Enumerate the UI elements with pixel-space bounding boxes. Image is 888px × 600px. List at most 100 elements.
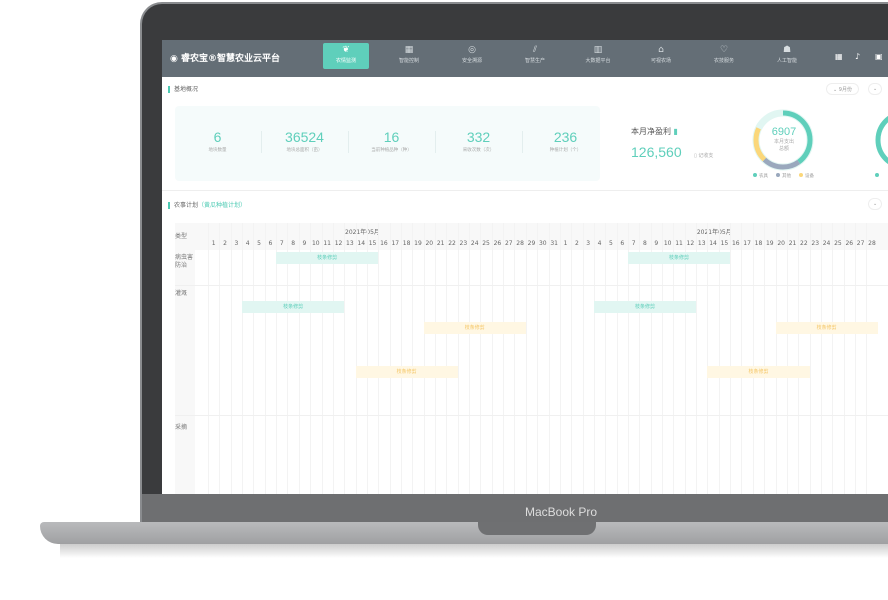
donut-center: 6907 本月支出总额 [758,126,810,152]
production-icon: ⫽ [532,45,537,55]
plan-collapse-button[interactable]: ⌄ [868,198,883,210]
laptop-notch [478,522,596,535]
nav-item[interactable]: ▦ 智能控制 [386,43,432,69]
day-label: 18 [402,240,411,247]
grid-line [696,223,698,494]
day-label: 26 [493,240,502,247]
day-label: 14 [357,240,366,247]
collapse-button[interactable]: ⌄ [868,83,883,95]
grid-line [627,223,629,494]
grid-line [457,223,459,494]
day-label: 24 [470,240,479,247]
nav-item[interactable]: ⌂ 可视农场 [638,43,684,69]
row-label: 采摘 [175,424,188,431]
donut-segment-equipment [753,110,813,170]
user-icon[interactable]: ▣ [875,52,883,61]
nav-label: 人工智能 [776,58,797,64]
grid-line [571,223,573,494]
grid-line [684,223,686,494]
nav-item[interactable]: ⫽ 智慧生产 [512,43,558,69]
day-label: 10 [663,240,672,247]
record-button[interactable]: ▯ 记收支 [694,153,714,159]
grid-line [707,223,709,494]
task-bar: 枝条修剪 [593,301,697,313]
grid-line [616,223,618,494]
grid-line [480,223,482,494]
grid-line [820,223,822,494]
grid-line [559,223,561,494]
grid-icon[interactable]: ▦ [835,52,843,61]
nav-item[interactable]: ❦ 农情监测 [323,43,369,69]
day-label: 13 [697,240,706,247]
grid-line [593,223,595,494]
grid-line [298,223,300,494]
grid-line [662,223,663,494]
grid-line [435,223,436,494]
nav-label: 大数据平台 [585,58,611,64]
day-label: 12 [686,240,695,247]
month-select[interactable]: ⌄ 9月份 [826,83,859,95]
task-bar: 枝条修剪 [242,301,345,313]
day-label: 20 [425,240,434,247]
leaf-icon: ❦ [342,45,350,55]
row-label: 病虫害防治 [175,254,194,269]
nav-item[interactable]: ▥ 大数据平台 [575,43,621,69]
grid-line [310,223,312,494]
gantt-type-column [175,223,195,494]
day-label: 21 [436,240,445,247]
nav-item[interactable]: ◎ 安全溯源 [449,43,495,69]
grid-line [843,223,845,494]
day-label: 8 [291,240,296,247]
bell-icon[interactable]: ♪ [855,52,861,61]
grid-line [525,223,527,494]
expense-donut [752,109,814,171]
day-label: 12 [334,240,343,247]
nav-label: 农技服务 [713,58,734,64]
stat-divider [522,131,523,153]
nav-item[interactable]: ☗ 人工智能 [764,43,810,69]
day-label: 27 [504,240,513,247]
divider [162,190,888,191]
laptop-base [40,522,888,544]
laptop-chin: MacBook Pro [142,494,888,526]
day-label: 15 [368,240,377,247]
donut-segment-other [753,110,813,170]
day-label: 3 [234,240,239,247]
service-icon: ♡ [719,45,729,55]
grid-line [548,223,550,494]
day-label: 23 [811,240,820,247]
month-label: 2021年05月 [696,229,732,236]
task-bar: 枝条修剪 [355,366,458,378]
grid-line [832,223,834,494]
nav-item[interactable]: ♡ 农技服务 [701,43,747,69]
task-bar: 枝条修剪 [707,366,810,378]
stat-divider [348,131,349,153]
stat-label: 地块总面积（亩） [286,148,323,153]
day-label: 26 [845,240,854,247]
grid-line [242,223,244,494]
grid-line [355,223,357,494]
stats-card: 6 地块数量 36524 地块总面积（亩） 16 当前种植品种（种） 332 采收次数（次） 2… [175,106,600,181]
grid-line [775,223,777,494]
robot-icon: ☗ [782,45,792,55]
grid-line [389,223,391,494]
grid-line [866,223,868,494]
row-label: 灌溉 [175,290,188,297]
day-label: 21 [788,240,797,247]
profit-label: 本月净盈利 ▮ [631,127,678,136]
grid-line [208,223,209,494]
nav-label: 农情监测 [335,58,356,64]
grid-line [582,223,584,494]
day-label: 3 [586,240,591,247]
stat-divider [435,131,436,153]
grid-line [469,223,471,494]
grid-line [230,223,232,494]
day-label: 15 [720,240,729,247]
day-label: 29 [527,240,536,247]
overview-title: 基地概况 [168,86,198,93]
grid-line [412,223,414,494]
grid-line [321,223,323,494]
grid-line [287,223,289,494]
grid-line [503,223,505,494]
day-label: 14 [709,240,717,247]
